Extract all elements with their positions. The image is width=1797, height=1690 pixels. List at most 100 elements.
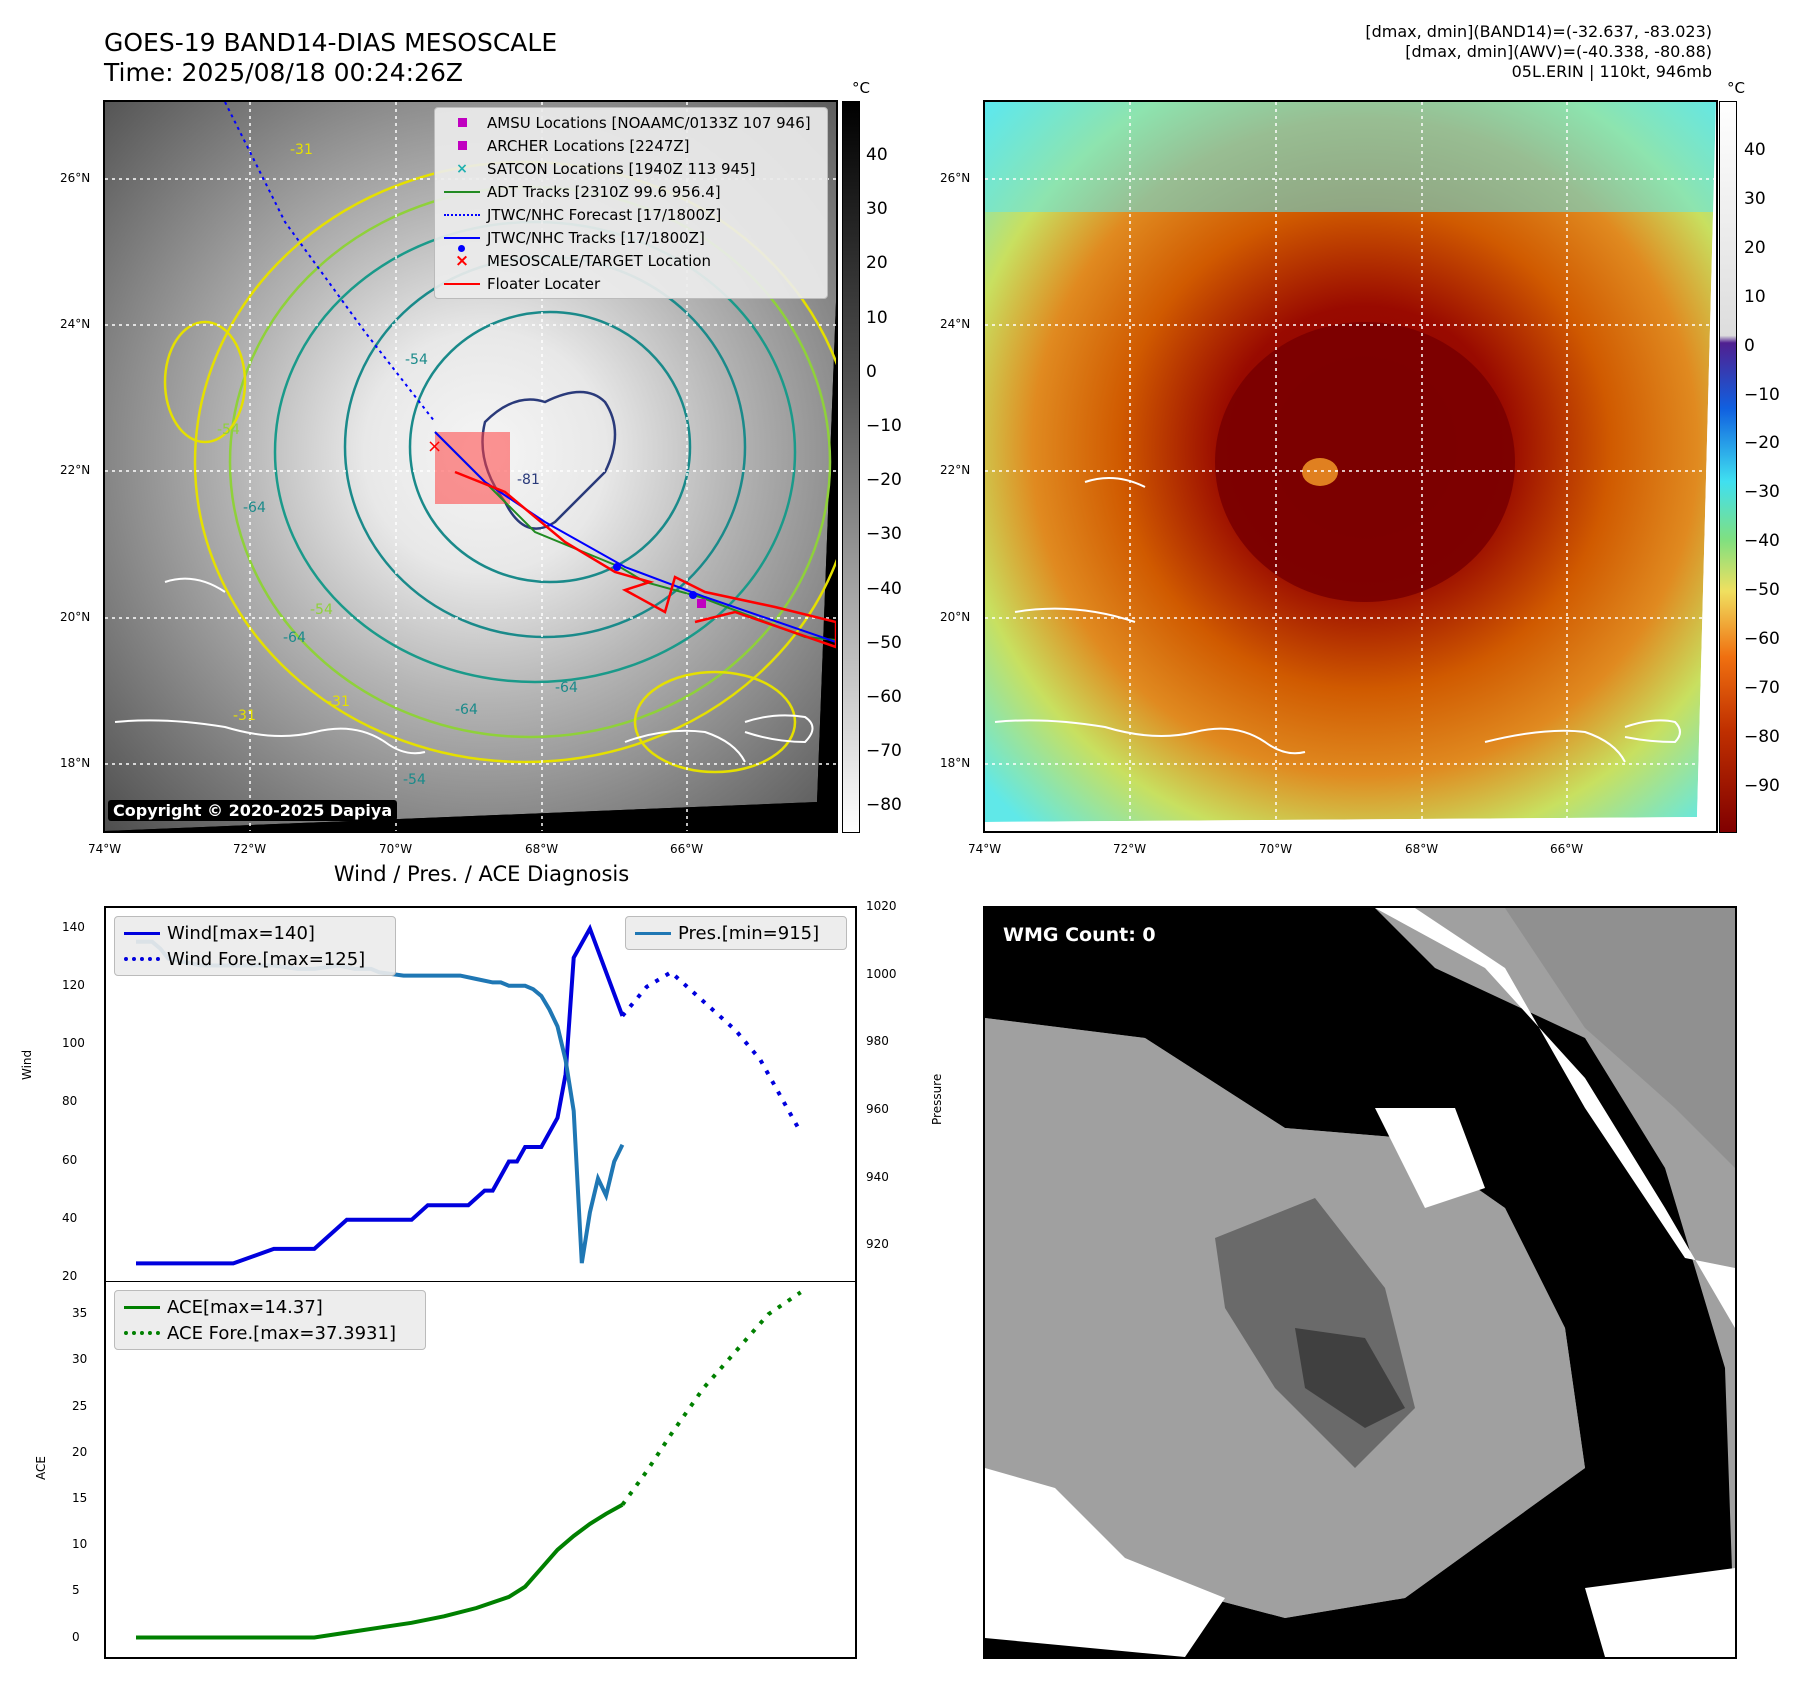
awv-map-panel (983, 100, 1718, 833)
legend-item: JTWC/NHC Forecast [17/1800Z] (435, 203, 827, 226)
ace-plot-area (136, 1290, 802, 1640)
lon-label: 68°W (1405, 842, 1439, 856)
line-icon (124, 1305, 160, 1309)
ace-tick-label: 20 (72, 1444, 88, 1459)
legend-label: Wind Fore.[max=125] (167, 948, 366, 970)
line-icon (444, 190, 480, 193)
lon-label: 70°W (1259, 842, 1293, 856)
ir-map-panel: × -31 -54 -64 -81 -54 -64 -31 -54 -64 -3… (103, 100, 838, 833)
colorbar-left (842, 101, 860, 833)
colorbar-tick-label: 30 (866, 199, 888, 220)
legend-item: JTWC/NHC Tracks [17/1800Z] (435, 226, 827, 252)
series-line-2 (136, 939, 625, 1264)
ace-tick-label: 25 (72, 1398, 88, 1413)
y-right-tick-label: 980 (866, 1034, 889, 1049)
lat-label: 26°N (60, 171, 91, 185)
colorbar-tick-label: 0 (1744, 335, 1755, 356)
awv-map-image (985, 102, 1716, 831)
series-line-0 (136, 923, 625, 1266)
colorbar-tick-label: −10 (866, 416, 902, 436)
info-band14: [dmax, dmin](BAND14)=(-32.637, -83.023) (1365, 22, 1712, 41)
legend-label: ADT Tracks [2310Z 99.6 956.4] (487, 182, 721, 201)
ace-series-line-1 (620, 1290, 802, 1506)
colorbar-tick-label: 20 (1744, 237, 1766, 258)
lat-label: 18°N (60, 756, 91, 770)
ace-series-line-0 (136, 1503, 624, 1640)
ace-tick-label: 10 (72, 1537, 88, 1552)
legend-label: AMSU Locations [NOAAMC/0133Z 107 946] (487, 113, 811, 132)
lon-label: 70°W (379, 842, 413, 856)
y-tick-label: 60 (62, 1152, 78, 1167)
colorbar-unit: °C (852, 79, 870, 97)
lat-label: 26°N (940, 171, 971, 185)
pressure-axis-label: Pressure (930, 1073, 944, 1125)
colorbar-tick-label: 40 (1744, 140, 1766, 160)
legend-label: Pres.[min=915] (678, 922, 820, 944)
lat-label: 20°N (60, 610, 91, 624)
legend-label: Wind[max=140] (167, 922, 315, 944)
legend-label: JTWC/NHC Forecast [17/1800Z] (487, 205, 722, 224)
ace-tick-label: 35 (72, 1306, 88, 1321)
wmg-count-label: WMG Count: 0 (1003, 924, 1156, 946)
colorbar-tick-label: 10 (1744, 286, 1766, 307)
ace-axis-label: ACE (34, 1456, 48, 1480)
line-icon (444, 282, 480, 285)
legend-item: Floater Locater (435, 272, 827, 295)
lat-label: 22°N (940, 463, 971, 477)
colorbar-tick-label: −40 (866, 578, 902, 599)
figure-title: GOES-19 BAND14-DIAS MESOSCALE (104, 28, 558, 57)
y-right-tick-label: 1020 (866, 899, 897, 913)
y-right-tick-label: 920 (866, 1237, 889, 1252)
square-marker-icon (457, 141, 467, 150)
legend-label: JTWC/NHC Tracks [17/1800Z] (487, 228, 705, 247)
contour-label: -54 (217, 422, 240, 438)
legend-item: Pres.[min=915] (626, 920, 846, 946)
legend-label: MESOSCALE/TARGET Location (487, 251, 712, 270)
colorbar-tick-label: −70 (866, 741, 902, 762)
contour-label: -54 (310, 602, 333, 618)
lon-label: 72°W (1113, 842, 1147, 856)
lat-label: 20°N (940, 610, 971, 624)
colorbar-tick-label: 30 (1744, 188, 1766, 209)
legend-item: Wind Fore.[max=125] (115, 946, 395, 972)
ace-tick-label: 15 (72, 1491, 88, 1505)
ace-tick-label: 5 (72, 1583, 80, 1598)
dotted-line-icon (124, 1331, 160, 1335)
legend-label: ARCHER Locations [2247Z] (487, 136, 690, 155)
diagnosis-title: Wind / Pres. / ACE Diagnosis (333, 862, 630, 886)
pressure-legend: Pres.[min=915] (625, 916, 847, 950)
ace-chart: ACE[max=14.37] ACE Fore.[max=37.3931] (104, 1281, 857, 1659)
colorbar-tick-label: −50 (866, 632, 902, 653)
info-block: [dmax, dmin](BAND14)=(-32.637, -83.023) … (1365, 22, 1712, 82)
wind-pressure-chart: Wind[max=140] Wind Fore.[max=125] Pres.[… (104, 906, 857, 1282)
x-marker-icon: × (456, 160, 468, 177)
legend-item: ADT Tracks [2310Z 99.6 956.4] (435, 180, 827, 203)
contour-label: -54 (403, 772, 426, 788)
y-tick-label: 80 (62, 1094, 78, 1109)
line-icon (635, 931, 671, 935)
colorbar-tick-label: −50 (1744, 580, 1780, 601)
line-dot-icon (444, 236, 480, 239)
y-tick-label: 120 (62, 977, 85, 992)
x-marker-icon: × (454, 250, 470, 271)
contour-label: -81 (517, 472, 540, 488)
legend-label: SATCON Locations [1940Z 113 945] (487, 159, 756, 178)
colorbar-tick-label: −30 (1744, 482, 1780, 503)
contour-label: -64 (283, 630, 306, 646)
y-tick-label: 40 (62, 1210, 78, 1225)
legend-label: ACE Fore.[max=37.3931] (167, 1322, 396, 1344)
colorbar-tick-label: −40 (1744, 531, 1780, 552)
contour-label: -64 (455, 702, 478, 718)
lat-label: 24°N (940, 317, 971, 331)
ace-tick-label: 0 (72, 1629, 80, 1644)
lat-label: 24°N (60, 317, 91, 331)
colorbar-tick-label: 20 (866, 253, 888, 274)
contour-label: -31 (290, 142, 313, 158)
y-tick-label: 100 (62, 1036, 85, 1051)
lat-label: 22°N (60, 463, 91, 477)
wmg-panel: WMG Count: 0 (983, 906, 1737, 1659)
colorbar-tick-label: −60 (866, 687, 902, 707)
colorbar-tick-label: −20 (866, 470, 902, 491)
info-storm: 05L.ERIN | 110kt, 946mb (1511, 62, 1712, 81)
legend-item: ARCHER Locations [2247Z] (435, 134, 827, 157)
